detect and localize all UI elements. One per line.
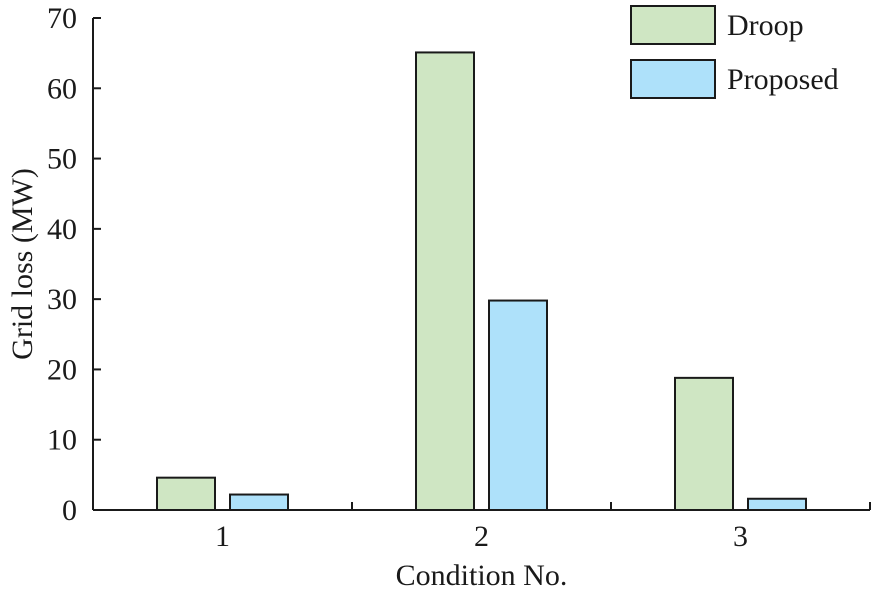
x-axis-title: Condition No. bbox=[396, 559, 568, 592]
bar-proposed-condition-2 bbox=[488, 299, 548, 512]
y-axis-title: Grid loss (MW) bbox=[6, 168, 39, 360]
y-axis-ticks: 0 10 20 30 40 50 60 70 bbox=[47, 2, 101, 527]
y-tick-label-10: 10 bbox=[47, 424, 77, 457]
x-tick-label-2: 2 bbox=[474, 520, 489, 553]
bar-droop-condition-1 bbox=[156, 476, 216, 512]
y-tick-label-70: 70 bbox=[47, 2, 77, 35]
y-tick-label-0: 0 bbox=[62, 494, 77, 527]
bar-droop-condition-2 bbox=[415, 51, 475, 511]
bars bbox=[156, 51, 807, 512]
legend-swatch-droop bbox=[630, 5, 716, 45]
legend-swatch-proposed bbox=[630, 59, 716, 99]
y-tick-label-30: 30 bbox=[47, 283, 77, 316]
y-tick-label-20: 20 bbox=[47, 353, 77, 386]
bar-droop-condition-3 bbox=[674, 376, 734, 511]
legend-label-proposed: Proposed bbox=[727, 63, 839, 96]
y-tick-label-50: 50 bbox=[47, 143, 77, 176]
y-tick-label-60: 60 bbox=[47, 72, 77, 105]
x-tick-label-3: 3 bbox=[733, 520, 748, 553]
bar-proposed-condition-1 bbox=[229, 493, 289, 511]
y-tick-label-40: 40 bbox=[47, 213, 77, 246]
legend-label-droop: Droop bbox=[727, 9, 804, 42]
x-tick-label-1: 1 bbox=[215, 520, 230, 553]
bar-proposed-condition-3 bbox=[747, 497, 807, 511]
legend: Droop Proposed bbox=[630, 5, 839, 99]
x-axis-ticks: 1 2 3 bbox=[215, 502, 871, 553]
